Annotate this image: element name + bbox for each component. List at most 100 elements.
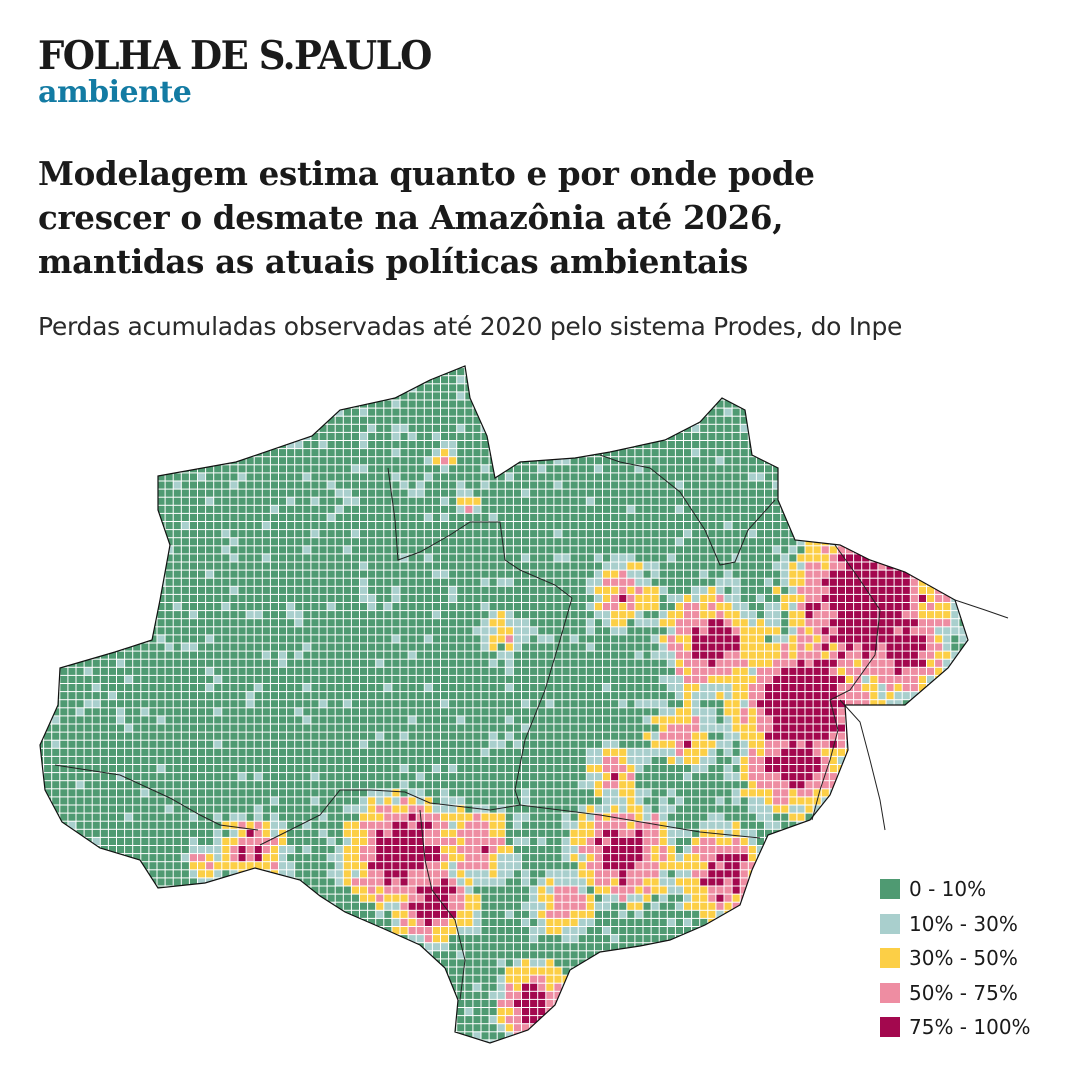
grid-cell (60, 1032, 68, 1040)
grid-cell (489, 594, 497, 602)
grid-cell (457, 724, 465, 732)
grid-cell (441, 392, 449, 400)
grid-cell (287, 643, 295, 651)
grid-cell (141, 554, 149, 562)
grid-cell (222, 967, 230, 975)
grid-cell (214, 846, 222, 854)
grid-cell (335, 586, 343, 594)
grid-cell (44, 781, 52, 789)
grid-cell (60, 546, 68, 554)
grid-cell (52, 837, 60, 845)
grid-cell (465, 522, 473, 530)
grid-cell (60, 635, 68, 643)
grid-cell (141, 999, 149, 1007)
grid-cell (376, 886, 384, 894)
grid-cell (424, 732, 432, 740)
grid-cell (465, 366, 473, 368)
grid-cell (279, 457, 287, 465)
grid-cell (335, 473, 343, 481)
grid-cell (84, 805, 92, 813)
grid-cell (473, 611, 481, 619)
grid-cell (360, 538, 368, 546)
grid-cell (165, 781, 173, 789)
grid-cell (481, 951, 489, 959)
grid-cell (360, 635, 368, 643)
grid-cell (489, 643, 497, 651)
grid-cell (141, 366, 149, 368)
grid-cell (254, 465, 262, 473)
grid-cell (351, 781, 359, 789)
grid-cell (189, 554, 197, 562)
grid-cell (92, 505, 100, 513)
grid-cell (368, 797, 376, 805)
grid-cell (100, 797, 108, 805)
grid-cell (44, 1008, 52, 1016)
grid-cell (133, 635, 141, 643)
grid-cell (327, 441, 335, 449)
grid-cell (189, 416, 197, 424)
grid-cell (125, 578, 133, 586)
grid-cell (149, 910, 157, 918)
grid-cell (230, 611, 238, 619)
grid-cell (157, 416, 165, 424)
grid-cell (246, 603, 254, 611)
grid-cell (246, 627, 254, 635)
grid-cell (52, 667, 60, 675)
grid-cell (76, 643, 84, 651)
grid-cell (287, 497, 295, 505)
grid-cell (214, 927, 222, 935)
grid-cell (108, 935, 116, 943)
grid-cell (408, 1032, 416, 1040)
grid-cell (76, 1032, 84, 1040)
grid-cell (117, 797, 125, 805)
grid-cell (68, 1016, 76, 1024)
grid-cell (40, 943, 44, 951)
grid-cell (295, 473, 303, 481)
grid-cell (214, 837, 222, 845)
grid-cell (465, 927, 473, 935)
grid-cell (279, 562, 287, 570)
grid-cell (335, 635, 343, 643)
grid-cell (449, 846, 457, 854)
grid-cell (133, 1008, 141, 1016)
grid-cell (416, 513, 424, 521)
grid-cell (222, 578, 230, 586)
grid-cell (141, 441, 149, 449)
grid-cell (238, 546, 246, 554)
grid-cell (335, 716, 343, 724)
grid-cell (246, 870, 254, 878)
grid-cell (489, 1016, 497, 1024)
grid-cell (303, 700, 311, 708)
grid-cell (279, 384, 287, 392)
grid-cell (343, 449, 351, 457)
grid-cell (400, 424, 408, 432)
grid-cell (432, 692, 440, 700)
grid-cell (149, 432, 157, 440)
grid-cell (270, 578, 278, 586)
grid-cell (441, 416, 449, 424)
grid-cell (335, 554, 343, 562)
grid-cell (60, 562, 68, 570)
grid-cell (222, 432, 230, 440)
grid-cell (441, 449, 449, 457)
grid-cell (76, 400, 84, 408)
grid-cell (173, 1032, 181, 1040)
grid-cell (319, 740, 327, 748)
grid-cell (133, 716, 141, 724)
grid-cell (108, 894, 116, 902)
grid-cell (327, 959, 335, 967)
grid-cell (416, 878, 424, 886)
grid-cell (360, 975, 368, 983)
grid-cell (125, 384, 133, 392)
grid-cell (173, 627, 181, 635)
grid-cell (230, 829, 238, 837)
grid-cell (133, 773, 141, 781)
grid-cell (343, 1024, 351, 1032)
grid-cell (222, 643, 230, 651)
grid-cell (287, 773, 295, 781)
grid-cell (222, 870, 230, 878)
grid-cell (497, 651, 505, 659)
grid-cell (327, 1024, 335, 1032)
grid-cell (68, 684, 76, 692)
grid-cell (133, 376, 141, 384)
